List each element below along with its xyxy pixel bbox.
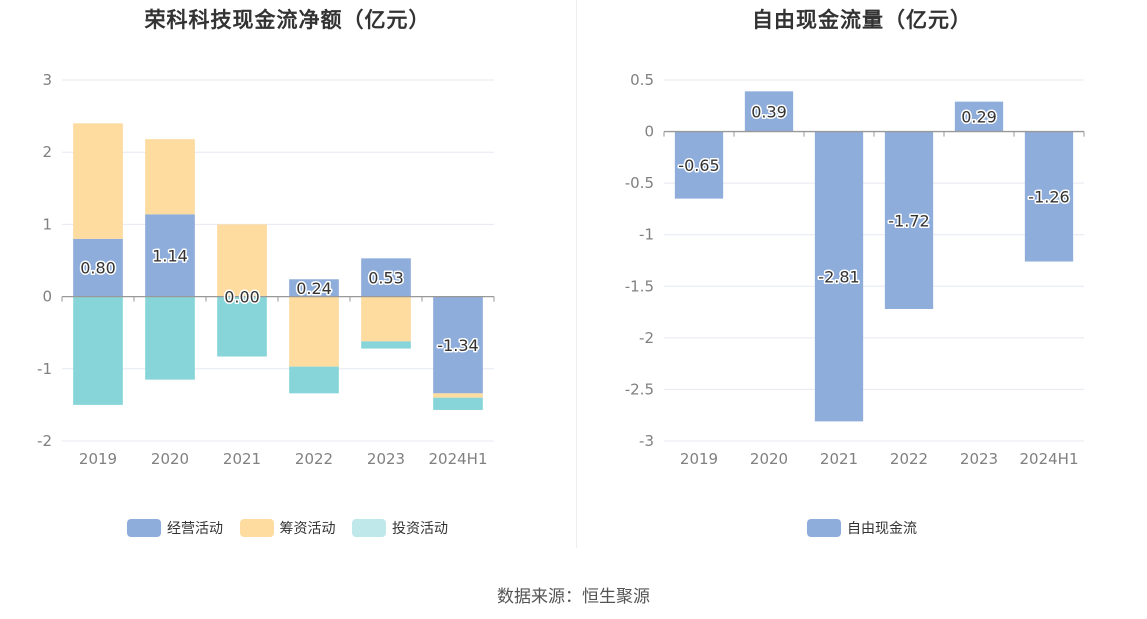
free-cashflow-data-label: -2.81 — [818, 267, 859, 286]
net-cashflow-bar — [289, 366, 339, 394]
free-cashflow-xtick-label: 2023 — [960, 450, 998, 468]
free-cashflow-ytick-label: 0.5 — [630, 71, 654, 89]
net-cashflow-ytick-label: -1 — [37, 360, 52, 378]
free-cashflow-ytick-label: 0 — [644, 123, 654, 141]
net-cashflow-xtick-label: 2021 — [223, 450, 261, 468]
net-cashflow-xtick-label: 2020 — [151, 450, 189, 468]
free-cashflow-data-label: 0.29 — [961, 108, 997, 127]
net-cashflow-chart: -2 -1 0 1 2 3 0.80 1.14 0.00 0.24 0.53 -1.34 2019 202… — [37, 71, 495, 468]
net-cashflow-xtick-label: 2024H1 — [429, 450, 488, 468]
free-cashflow-bar — [814, 131, 864, 422]
free-cashflow-bar — [954, 101, 1004, 132]
net-cashflow-ytick-label: -2 — [37, 432, 52, 450]
net-cashflow-data-label: -1.34 — [437, 336, 478, 355]
legend-label-operating: 经营活动 — [167, 521, 224, 537]
free-cashflow-ytick-label: -2 — [639, 329, 654, 347]
net-cashflow-data-label: 0.53 — [368, 268, 404, 287]
free-cashflow-legend: 自由现金流 — [577, 518, 1147, 541]
panel-divider — [576, 0, 577, 548]
net-cashflow-legend: 经营活动 筹资活动 投资活动 — [0, 518, 575, 541]
free-cashflow-ytick-label: -3 — [639, 432, 654, 450]
free-cashflow-bar — [674, 131, 724, 199]
net-cashflow-bar — [73, 238, 123, 297]
net-cashflow-chart-panel: 荣科科技现金流净额（亿元） -2 -1 0 1 2 3 0.80 1.14 0.00 0.24 0.… — [0, 0, 575, 560]
legend-label-financing: 筹资活动 — [279, 521, 336, 537]
free-cashflow-bar — [1024, 131, 1074, 262]
net-cashflow-bar — [433, 393, 483, 398]
free-cashflow-xtick-label: 2022 — [890, 450, 928, 468]
free-cashflow-xtick-label: 2021 — [820, 450, 858, 468]
free-cashflow-ytick-label: -2.5 — [625, 380, 654, 398]
net-cashflow-bar — [145, 214, 195, 297]
net-cashflow-bar — [361, 296, 411, 342]
free-cashflow-ytick-label: -1 — [639, 226, 654, 244]
free-cashflow-xtick-label: 2020 — [750, 450, 788, 468]
free-cashflow-chart-title: 自由现金流量（亿元） — [752, 8, 972, 32]
free-cashflow-chart: -3 -2.5 -2 -1.5 -1 -0.5 0 0.5 -0.65 0.39 -2.81 -1.7… — [625, 71, 1085, 468]
net-cashflow-ytick-label: 1 — [42, 215, 52, 233]
free-cashflow-ytick-label: -0.5 — [625, 174, 654, 192]
free-cashflow-xtick-label: 2019 — [680, 450, 718, 468]
net-cashflow-chart-title: 荣科科技现金流净额（亿元） — [144, 8, 431, 32]
legend-swatch-investing — [351, 519, 386, 537]
net-cashflow-data-label: 0.00 — [224, 288, 260, 307]
free-cashflow-ytick-label: -1.5 — [625, 277, 654, 295]
free-cashflow-data-label: -1.72 — [888, 211, 929, 230]
net-cashflow-bar — [289, 296, 339, 367]
free-cashflow-xtick-label: 2024H1 — [1020, 450, 1079, 468]
net-cashflow-data-label: 0.24 — [296, 279, 332, 298]
net-cashflow-bar — [73, 296, 123, 405]
legend-item-operating[interactable]: 经营活动 — [127, 518, 223, 538]
net-cashflow-ytick-label: 0 — [42, 288, 52, 306]
net-cashflow-bar — [361, 258, 411, 297]
free-cashflow-chart-panel: 自由现金流量（亿元） -3 -2.5 -2 -1.5 -1 -0.5 0 0.5 -0.65 0.… — [577, 0, 1147, 560]
net-cashflow-bar — [73, 123, 123, 239]
net-cashflow-data-label: 1.14 — [152, 246, 188, 265]
free-cashflow-data-label: 0.39 — [751, 102, 787, 121]
net-cashflow-xtick-label: 2022 — [295, 450, 333, 468]
legend-swatch-financing — [239, 519, 274, 537]
net-cashflow-bar — [433, 296, 483, 394]
legend-swatch-free-cashflow — [807, 519, 841, 537]
free-cashflow-bar — [744, 91, 794, 132]
net-cashflow-data-label: 0.80 — [80, 259, 116, 278]
net-cashflow-bar — [145, 296, 195, 380]
net-cashflow-bar — [145, 139, 195, 215]
net-cashflow-bar — [361, 341, 411, 349]
legend-item-investing[interactable]: 投资活动 — [351, 518, 448, 538]
legend-swatch-operating — [127, 519, 162, 537]
data-source-note: 数据来源：恒生聚源 — [497, 587, 650, 607]
net-cashflow-xtick-label: 2019 — [79, 450, 117, 468]
net-cashflow-bar — [217, 296, 267, 357]
net-cashflow-ytick-label: 2 — [42, 143, 52, 161]
net-cashflow-bar — [433, 397, 483, 410]
legend-item-free-cashflow[interactable]: 自由现金流 — [807, 518, 917, 538]
net-cashflow-bar — [289, 279, 339, 297]
legend-label-investing: 投资活动 — [391, 521, 448, 537]
net-cashflow-xtick-label: 2023 — [367, 450, 405, 468]
legend-item-financing[interactable]: 筹资活动 — [239, 518, 336, 538]
legend-label-free-cashflow: 自由现金流 — [847, 521, 917, 537]
net-cashflow-ytick-label: 3 — [42, 71, 52, 89]
net-cashflow-bar — [217, 224, 267, 297]
free-cashflow-data-label: -1.26 — [1028, 188, 1069, 207]
free-cashflow-bar — [884, 131, 934, 309]
free-cashflow-data-label: -0.65 — [678, 156, 719, 175]
